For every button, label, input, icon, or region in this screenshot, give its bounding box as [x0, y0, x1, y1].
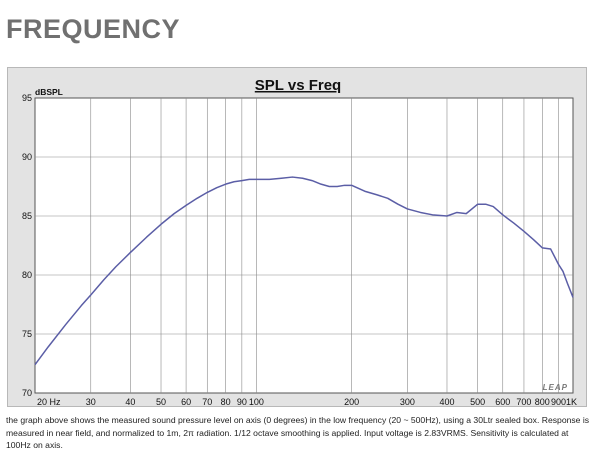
chart-title: SPL vs Freq — [255, 77, 341, 94]
x-tick-label: 500 — [470, 397, 485, 407]
x-tick-label: 50 — [156, 397, 166, 407]
x-tick-label: 70 — [202, 397, 212, 407]
grid-lines — [35, 98, 573, 393]
x-tick-label: 20 Hz — [37, 397, 61, 407]
watermark-logo: LEAP — [543, 383, 568, 392]
y-tick-label: 95 — [22, 93, 32, 103]
section-heading: FREQUENCY — [6, 14, 181, 44]
series-lines — [34, 176, 574, 366]
x-tick-label: 80 — [221, 397, 231, 407]
spl-response-line — [34, 176, 574, 366]
x-tick-label: 100 — [249, 397, 264, 407]
x-tick-label: 300 — [400, 397, 415, 407]
x-tick-label: 700 — [516, 397, 531, 407]
plot-area — [34, 97, 574, 394]
chart-caption: the graph above shows the measured sound… — [6, 415, 590, 450]
x-tick-label: 800 — [535, 397, 550, 407]
y-tick-label: 90 — [22, 152, 32, 162]
x-tick-label: 400 — [439, 397, 454, 407]
x-tick-label: 30 — [86, 397, 96, 407]
x-tick-label: 200 — [344, 397, 359, 407]
y-tick-label: 70 — [22, 388, 32, 398]
x-tick-label: 90 — [237, 397, 247, 407]
x-tick-label: 900 — [551, 397, 566, 407]
y-tick-label: 80 — [22, 270, 32, 280]
chart-panel: SPL vs Freq dBSPL 20 Hz 30 40 50 60 70 80 90 100… — [7, 67, 587, 407]
y-tick-label: 85 — [22, 211, 32, 221]
tick-labels: 20 Hz 30 40 50 60 70 80 90 100 200 300 400 500 600 700… — [22, 93, 577, 407]
x-tick-label: 600 — [495, 397, 510, 407]
y-axis-label: dBSPL — [35, 87, 63, 97]
y-tick-label: 75 — [22, 329, 32, 339]
x-tick-label: 60 — [181, 397, 191, 407]
x-tick-label: 40 — [125, 397, 135, 407]
spl-frequency-chart: SPL vs Freq dBSPL 20 Hz 30 40 50 60 70 80 90 100… — [22, 77, 577, 407]
x-tick-label: 1K — [566, 397, 577, 407]
